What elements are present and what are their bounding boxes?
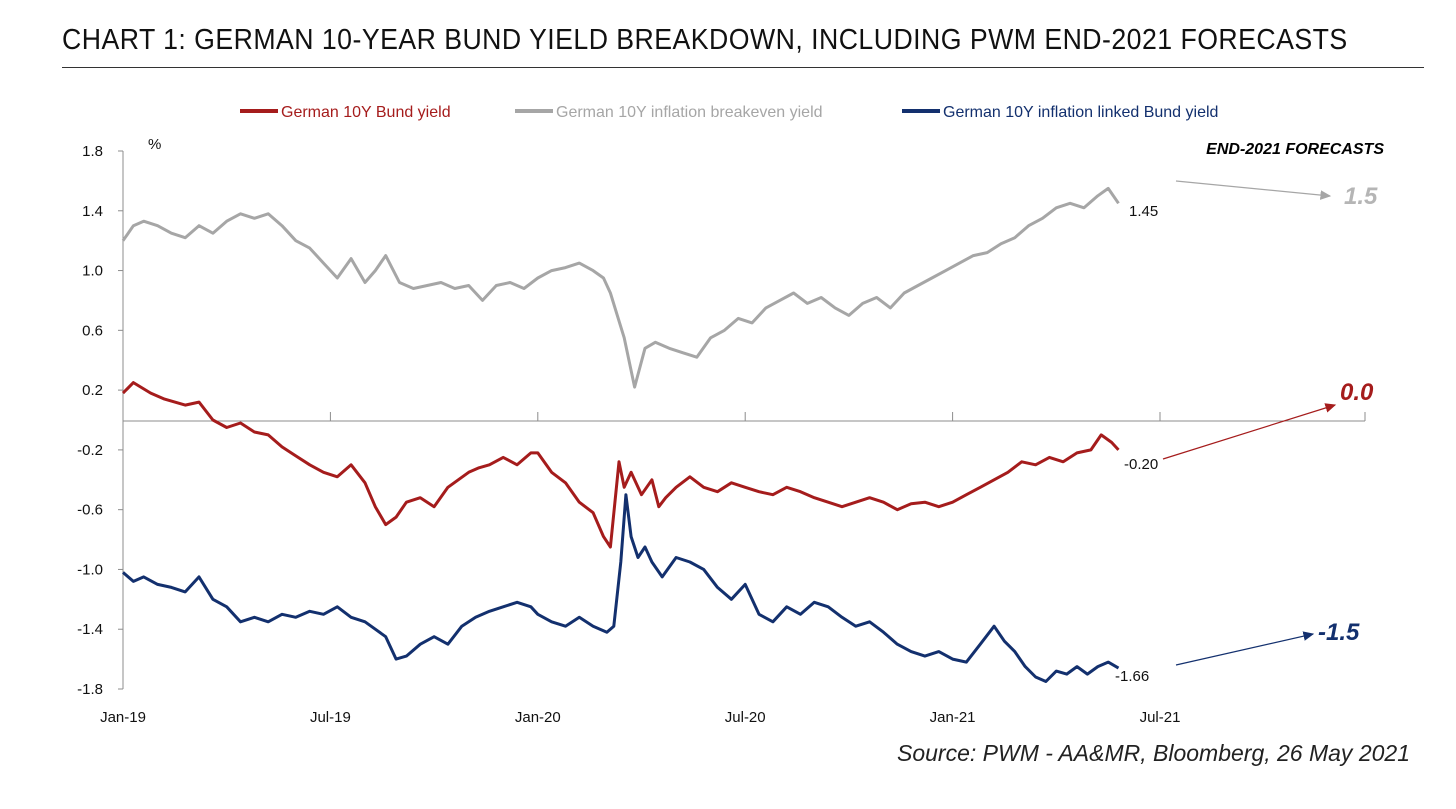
y-unit-label: % (148, 136, 161, 153)
y-tick-label: 0.6 (82, 322, 103, 339)
x-axis-ticks: Jan-19 Jul-19 Jan-20 Jul-20 Jan-21 Jul-21 (100, 412, 1366, 726)
x-tick-label: Jul-19 (310, 709, 351, 726)
series-layer (121, 186, 1120, 683)
y-tick-label: -0.2 (77, 442, 103, 459)
forecast-arrow-real (1175, 631, 1315, 666)
legend-label-nominal: German 10Y Bund yield (281, 104, 451, 121)
forecast-header: END-2021 FORECASTS (1206, 141, 1384, 158)
x-tick-label: Jan-20 (515, 709, 561, 726)
series-line-real (122, 493, 1120, 683)
legend-label-breakeven: German 10Y inflation breakeven yield (556, 104, 823, 121)
title-divider (62, 67, 1424, 68)
forecast-value-real: -1.5 (1318, 619, 1360, 646)
y-tick-label: -1.0 (77, 561, 103, 578)
x-tick-label: Jan-21 (930, 709, 976, 726)
y-axis-ticks: 1.8 1.4 1.0 0.6 0.2 -0.2 -0.6 -1.0 -1.4 -1.8 (77, 143, 123, 698)
x-tick-label: Jan-19 (100, 709, 146, 726)
end-label-nominal: -0.20 (1124, 456, 1158, 473)
y-tick-label: -0.6 (77, 502, 103, 519)
legend-label-real: German 10Y inflation linked Bund yield (943, 104, 1218, 121)
x-tick-label: Jul-21 (1140, 709, 1181, 726)
y-tick-label: -1.8 (77, 681, 103, 698)
forecast-value-nominal: 0.0 (1340, 379, 1374, 406)
legend: German 10Y Bund yield German 10Y inflati… (240, 104, 1218, 121)
y-tick-label: -1.4 (77, 621, 103, 638)
chart-title: CHART 1: GERMAN 10-YEAR BUND YIELD BREAK… (62, 24, 1348, 56)
y-tick-label: 0.2 (82, 382, 103, 399)
y-tick-label: 1.0 (82, 263, 103, 280)
series-line-nominal (121, 381, 1120, 549)
source-note: Source: PWM - AA&MR, Bloomberg, 26 May 2… (896, 740, 1410, 766)
y-tick-label: 1.4 (82, 203, 103, 220)
forecast-value-breakeven: 1.5 (1344, 183, 1378, 210)
y-tick-label: 1.8 (82, 143, 103, 160)
x-tick-label: Jul-20 (725, 709, 766, 726)
end-label-breakeven: 1.45 (1129, 203, 1158, 220)
end-label-real: -1.66 (1115, 668, 1149, 685)
forecast-arrow-breakeven (1175, 180, 1332, 200)
forecast-arrow-nominal (1162, 403, 1337, 460)
series-line-breakeven (121, 186, 1120, 389)
